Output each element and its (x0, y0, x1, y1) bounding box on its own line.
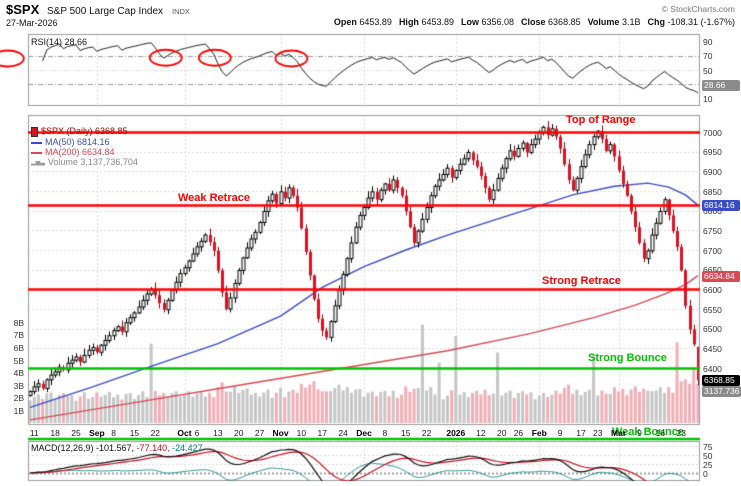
quote-value: 6368.85 (545, 17, 581, 27)
ma200-badge: 6634.84 (702, 271, 740, 283)
quote-value: 6453.89 (356, 17, 392, 27)
close-badge: 6368.85 (702, 375, 740, 387)
ma200-legend: MA(200) 6634.84 (31, 147, 115, 157)
quote-label: Close (521, 17, 546, 27)
candlestick-icon (31, 126, 38, 137)
exchange-label: INDX (172, 7, 190, 16)
price-legend: $SPX (Daily) 6368.85 (31, 126, 128, 137)
quote-value: 6453.89 (418, 17, 454, 27)
rsi-badge: 28.66 (702, 80, 740, 92)
price-legend-text: $SPX (Daily) 6368.85 (41, 126, 128, 136)
index-name: S&P 500 Large Cap Index (47, 6, 164, 17)
macd-value: -24.427 (169, 443, 203, 453)
quote-label: Low (460, 17, 479, 27)
symbol: $SPX (6, 2, 40, 17)
volume-bars-icon: ▂▅▃ (31, 159, 45, 166)
ma200-line-icon (31, 151, 42, 154)
macd-value: -101.567, (93, 443, 135, 453)
ma200-legend-text: MA(200) 6634.84 (45, 147, 115, 157)
macd-legend-name: MACD(12,26,9) (31, 443, 94, 453)
rsi-legend: RSI(14) 28.66 (31, 37, 88, 47)
ma50-line-icon (31, 141, 42, 144)
volume-legend-text: Volume 3,137,736,704 (47, 157, 138, 167)
ma50-legend: MA(50) 6814.16 (31, 137, 110, 147)
quote-summary: Open 6453.89 High 6453.89 Low 6356.08 Close… (327, 17, 735, 27)
quote-value: -108.31 (-1.67%) (664, 17, 735, 27)
ma50-badge: 6814.16 (702, 200, 740, 212)
quote-label: High (398, 17, 419, 27)
macd-legend-values: -101.567, -77.140, -24.427 (94, 443, 203, 453)
quote-value: 3.1B (619, 17, 641, 27)
copyright: © StockCharts.com (661, 4, 735, 14)
quote-value: 6356.08 (478, 17, 515, 27)
volume-badge: 3137.736 (702, 386, 741, 398)
macd-value: -77.140, (134, 443, 170, 453)
ma50-legend-text: MA(50) 6814.16 (45, 137, 110, 147)
chart-date: 27-Mar-2026 (6, 18, 58, 28)
volume-legend: ▂▅▃ Volume 3,137,736,704 (31, 157, 138, 168)
macd-legend: MACD(12,26,9) -101.567, -77.140, -24.427 (31, 443, 203, 453)
quote-label: Volume (587, 17, 620, 27)
quote-label: Open (333, 17, 357, 27)
quote-label: Chg (647, 17, 665, 27)
